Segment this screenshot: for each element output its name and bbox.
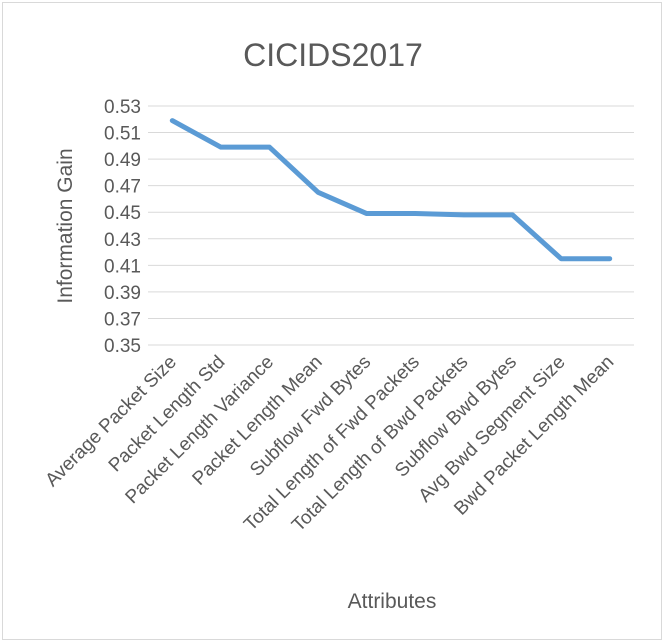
y-tick-label: 0.49 [104, 150, 141, 171]
y-tick-label: 0.41 [104, 256, 141, 277]
series-line [169, 118, 613, 262]
y-tick-label: 0.37 [104, 309, 141, 330]
data-point [317, 191, 319, 193]
data-point [220, 146, 222, 148]
y-tick-label: 0.51 [104, 124, 141, 145]
data-point [560, 258, 562, 260]
y-tick-label: 0.53 [104, 97, 141, 118]
y-tick-label: 0.43 [104, 230, 141, 251]
y-axis-title: Information Gain [54, 148, 77, 303]
chart-title: CICIDS2017 [243, 37, 423, 73]
data-point [463, 214, 465, 216]
data-point [609, 258, 611, 260]
y-tick-label: 0.35 [104, 336, 141, 357]
y-tick-label: 0.45 [104, 203, 141, 224]
y-tick-label: 0.39 [104, 283, 141, 304]
series-layer [169, 118, 613, 262]
y-tick-label: 0.47 [104, 177, 141, 198]
data-point [171, 120, 173, 122]
x-axis-title: Attributes [348, 590, 437, 613]
data-point [414, 213, 416, 215]
y-axis-ticks: 0.35 0.37 0.39 0.41 0.43 0.45 0.47 0.49 0.51 0.53 [104, 97, 141, 357]
data-point [366, 213, 368, 215]
data-point [512, 214, 513, 216]
gridlines [148, 105, 634, 346]
data-point [269, 146, 270, 148]
